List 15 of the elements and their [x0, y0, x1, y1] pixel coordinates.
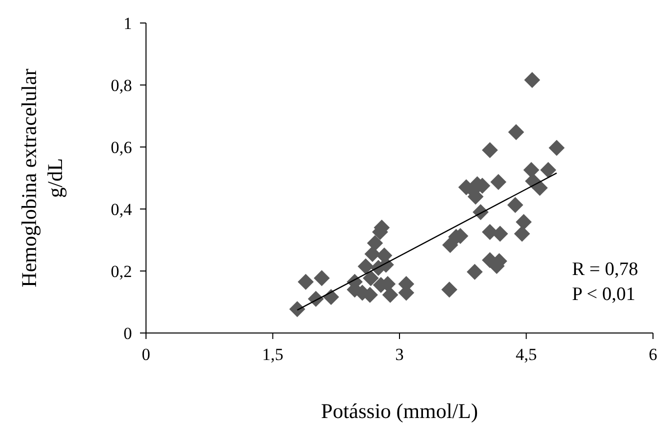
y-tick-label: 0,8 — [110, 76, 132, 95]
x-tick-label: 6 — [648, 345, 658, 364]
x-tick-label: 1,5 — [262, 345, 284, 364]
x-tick-label: 4,5 — [516, 345, 537, 364]
y-tick-label: 0,2 — [110, 262, 132, 281]
y-tick-label: 0,4 — [110, 200, 132, 219]
x-tick-label: 0 — [142, 345, 150, 364]
annotation: P < 0,01 — [572, 284, 636, 305]
annotation: R = 0,78 — [572, 259, 638, 280]
y-tick-label: 1 — [124, 14, 132, 33]
x-axis-title: Potássio (mmol/L) — [321, 399, 478, 423]
x-tick-label: 3 — [395, 345, 404, 364]
y-tick-label: 0,6 — [110, 138, 132, 157]
y-axis-title: Hemoglobina extracelular g/dL — [17, 68, 67, 288]
y-tick-label: 0 — [124, 324, 132, 343]
